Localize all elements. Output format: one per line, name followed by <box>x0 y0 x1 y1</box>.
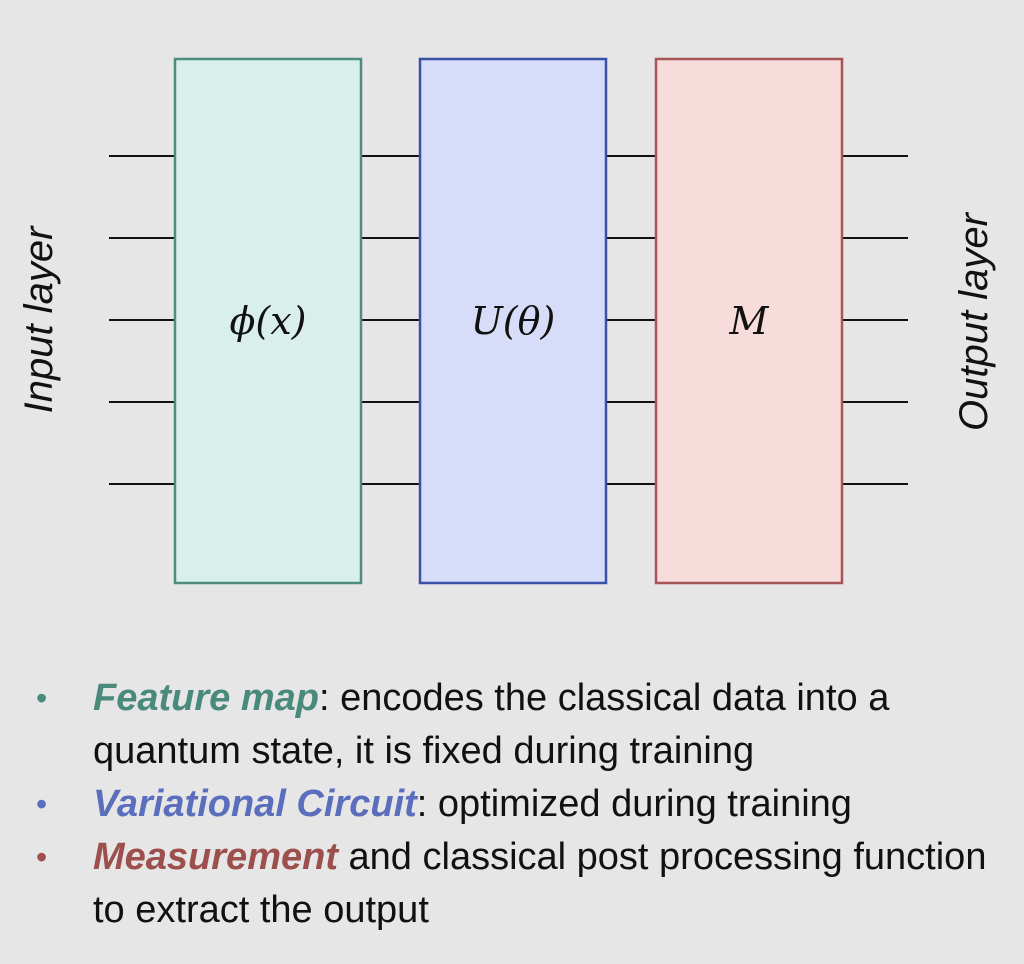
input-layer-label: Input layer <box>17 225 61 413</box>
bullet-dot: • <box>36 786 48 822</box>
variational-circuit-term: Variational Circuit <box>93 783 417 825</box>
output-layer-label: Output layer <box>952 211 996 431</box>
variational-circuit-gate <box>418 57 608 585</box>
bullet-measurement: • Measurement and classical post process… <box>36 831 1016 937</box>
bullet-feature-map: • Feature map: encodes the classical dat… <box>36 672 1016 778</box>
feature-map-description: : encodes the classical data into a quan… <box>93 677 890 772</box>
quantum-circuit-diagram: ϕ(x) U(θ) M Input layer Output layer <box>17 57 996 585</box>
measurement-gate <box>654 57 844 585</box>
variational-circuit-description: : optimized during training <box>416 783 852 825</box>
feature-map-term: Feature map <box>93 677 319 719</box>
measurement-label: M <box>729 299 770 343</box>
measurement-term: Measurement <box>93 836 338 878</box>
bullet-variational-circuit: • Variational Circuit: optimized during … <box>36 778 1016 831</box>
feature-map-gate <box>173 57 363 585</box>
bullet-dot: • <box>36 680 48 716</box>
measurement-description: and classical post processing function t… <box>93 836 987 931</box>
variational-circuit-label: U(θ) <box>471 299 556 343</box>
bullet-list: • Feature map: encodes the classical dat… <box>36 672 1016 937</box>
feature-map-label: ϕ(x) <box>230 299 307 343</box>
qubit-wires <box>109 155 908 485</box>
bullet-dot: • <box>36 839 48 875</box>
